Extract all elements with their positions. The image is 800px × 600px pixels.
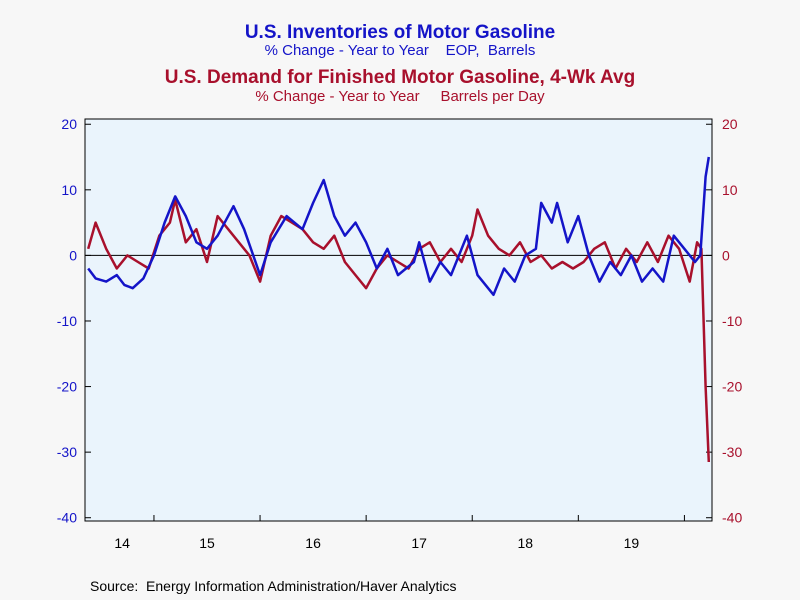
x-tick-label: 15 bbox=[199, 535, 215, 551]
y2-tick-label: 0 bbox=[722, 247, 730, 263]
x-tick-label: 17 bbox=[411, 535, 427, 551]
y2-tick-label: 10 bbox=[722, 182, 738, 198]
x-tick-label: 14 bbox=[114, 535, 130, 551]
chart-subtitle: % Change - Year to Year EOP, Barrels bbox=[265, 42, 536, 59]
x-tick-label: 19 bbox=[624, 535, 640, 551]
y-tick-label: -40 bbox=[57, 510, 77, 526]
chart-title: U.S. Inventories of Motor Gasoline bbox=[245, 22, 555, 43]
y-tick-label: 20 bbox=[61, 116, 77, 132]
y-tick-label: 10 bbox=[61, 182, 77, 198]
y2-tick-label: 20 bbox=[722, 116, 738, 132]
series-line bbox=[86, 198, 711, 463]
y2-tick-label: -40 bbox=[722, 510, 742, 526]
y-tick-label: -10 bbox=[57, 313, 77, 329]
source-note: Source: Energy Information Administratio… bbox=[90, 578, 457, 594]
y-tick-label: 0 bbox=[69, 247, 77, 263]
x-tick-label: 18 bbox=[517, 535, 533, 551]
chart-subtitle: % Change - Year to Year Barrels per Day bbox=[255, 88, 545, 105]
chart-title: U.S. Demand for Finished Motor Gasoline,… bbox=[165, 67, 635, 88]
y2-tick-label: -30 bbox=[722, 444, 742, 460]
y-tick-label: -30 bbox=[57, 444, 77, 460]
y2-tick-label: -10 bbox=[722, 313, 742, 329]
y2-tick-label: -20 bbox=[722, 379, 742, 395]
y-tick-label: -20 bbox=[57, 379, 77, 395]
series-line bbox=[87, 156, 711, 297]
x-tick-label: 16 bbox=[305, 535, 321, 551]
plot-area bbox=[84, 118, 713, 522]
